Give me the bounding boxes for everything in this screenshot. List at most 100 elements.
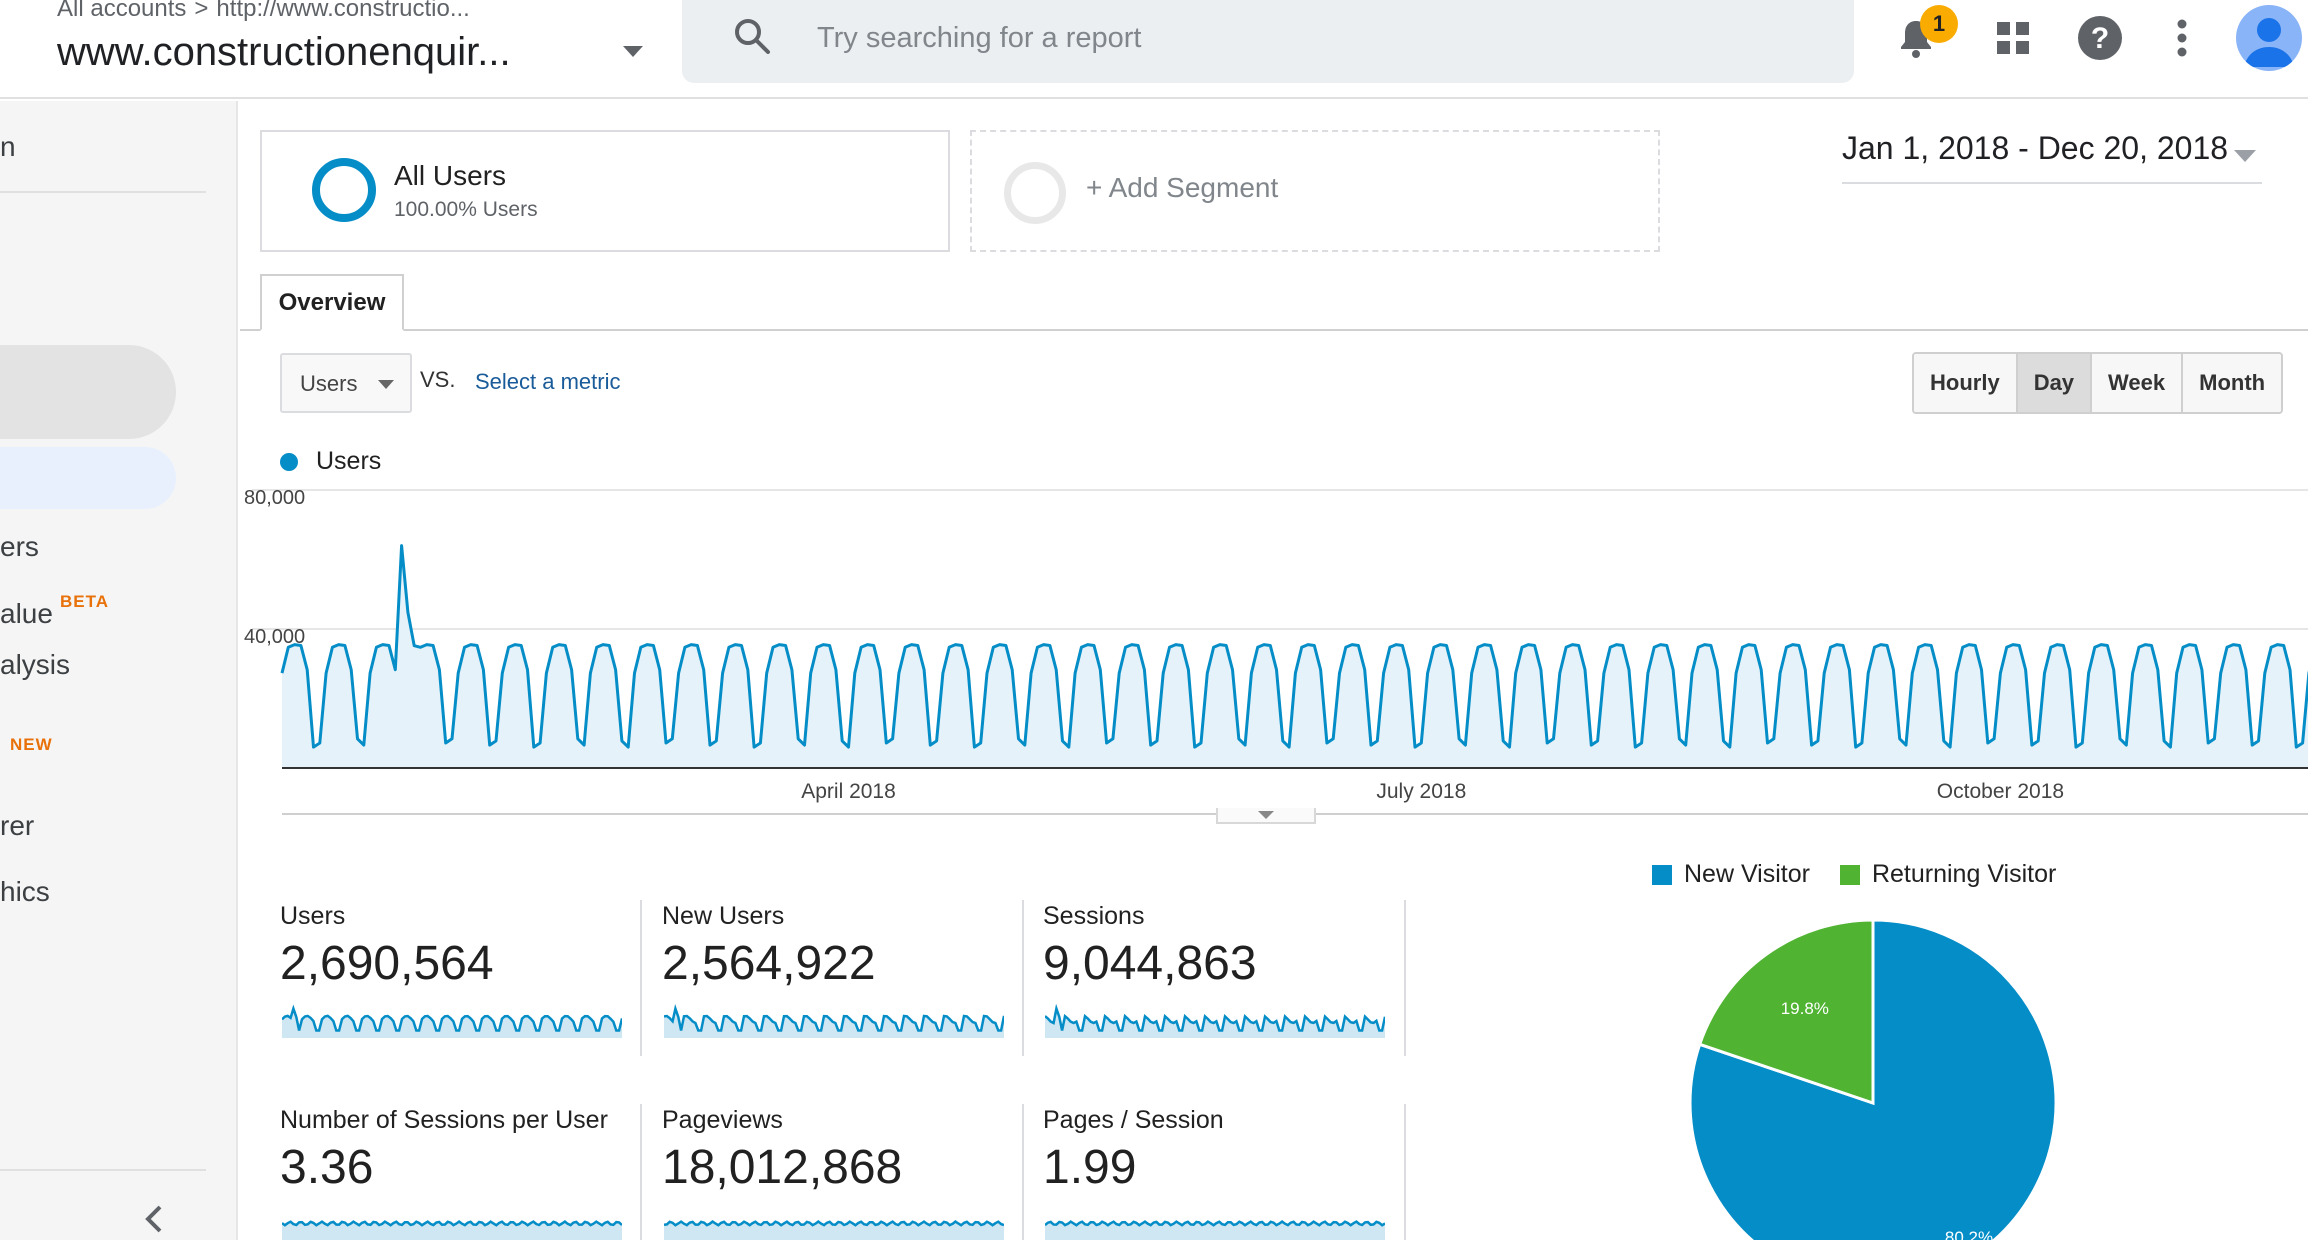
granularity-week-button[interactable]: Week: [2092, 354, 2184, 412]
chevron-down-icon: [2234, 150, 2256, 162]
users-area-fill: [282, 545, 2308, 768]
scorecard-divider: [1022, 1104, 1024, 1240]
scorecard-users[interactable]: Users 2,690,564: [280, 902, 640, 1092]
top-header: All accounts > http://www.constructio... w…: [0, 0, 2308, 99]
sidebar-item[interactable]: ers: [0, 531, 39, 562]
x-tick-label: October 2018: [1937, 780, 2064, 803]
date-range-picker[interactable]: Jan 1, 2018 - Dec 20, 2018: [1842, 130, 2262, 184]
segment-ring-icon: [312, 158, 376, 222]
scorecard-label: Pages / Session: [1043, 1106, 1224, 1134]
pie-legend-label: New Visitor: [1684, 860, 1810, 888]
pie-slice-returning-visitor[interactable]: [1697, 920, 1875, 1106]
sidebar-item[interactable]: hics: [0, 876, 50, 907]
legend-series-name: Users: [316, 447, 382, 475]
avatar[interactable]: [2236, 5, 2302, 71]
property-name[interactable]: www.constructionenquir...: [57, 30, 511, 74]
granularity-day-button[interactable]: Day: [2017, 354, 2093, 412]
metric-dropdown-value: Users: [300, 371, 358, 396]
sidebar-divider: [0, 1169, 206, 1171]
granularity-toggle: Hourly Day Week Month: [1912, 352, 2284, 414]
date-range-label: Jan 1, 2018 - Dec 20, 2018: [1842, 130, 2229, 166]
sidebar-item-active[interactable]: [0, 447, 176, 509]
sparkline-line: [1045, 1220, 1385, 1227]
scorecard-sessions-per-user[interactable]: Number of Sessions per User 3.36: [280, 1106, 640, 1240]
segment-subtitle: 100.00% Users: [394, 198, 538, 221]
breadcrumb-separator: >: [194, 0, 209, 22]
visitor-type-pie-chart[interactable]: 80.2% 19.8%: [1680, 920, 2080, 1240]
scorecard-label: Sessions: [1043, 902, 1145, 930]
add-segment-button[interactable]: + Add Segment: [970, 130, 1660, 252]
sidebar-item-selected[interactable]: [0, 345, 176, 439]
new-badge: NEW: [10, 735, 53, 754]
search-icon[interactable]: [732, 16, 772, 56]
pie-legend-label: Returning Visitor: [1871, 860, 2057, 888]
more-options-button[interactable]: [2154, 10, 2210, 66]
scorecard-label: Number of Sessions per User: [280, 1106, 608, 1134]
scorecard-value: 1.99: [1043, 1141, 1137, 1194]
segment-all-users[interactable]: All Users 100.00% Users: [260, 130, 950, 252]
y-tick-label: 80,000: [244, 487, 305, 509]
granularity-hourly-button[interactable]: Hourly: [1914, 354, 2018, 412]
segment-placeholder-icon: [1004, 162, 1066, 224]
notification-badge[interactable]: 1: [1920, 5, 1958, 43]
scorecard-value: 2,690,564: [280, 937, 494, 990]
metric-dropdown[interactable]: Users: [280, 353, 412, 413]
scorecard-sessions[interactable]: Sessions 9,044,863: [1043, 902, 1403, 1092]
search-bar[interactable]: [682, 0, 1854, 83]
granularity-month-button[interactable]: Month: [2183, 354, 2282, 412]
help-button[interactable]: ?: [2072, 10, 2128, 66]
chevron-down-icon[interactable]: [623, 46, 643, 57]
sparkline: [1045, 1220, 1385, 1240]
select-metric-link[interactable]: Select a metric: [475, 369, 621, 394]
segment-name: All Users: [394, 160, 507, 191]
sidebar: n ers alue BETA alysis NEW rer hics: [0, 101, 238, 1240]
breadcrumb-accounts[interactable]: All accounts: [57, 0, 187, 22]
sidebar-item[interactable]: n: [0, 131, 16, 162]
scorecard-pages-per-session[interactable]: Pages / Session 1.99: [1043, 1106, 1403, 1240]
sparkline-line: [664, 1220, 1004, 1227]
pie-legend-new-visitor[interactable]: New Visitor: [1652, 860, 1810, 889]
vs-label: VS.: [420, 367, 456, 392]
sidebar-item[interactable]: alue: [0, 598, 53, 629]
apps-button[interactable]: [1985, 10, 2041, 66]
sidebar-item[interactable]: alysis: [0, 649, 71, 680]
scorecard-new-users[interactable]: New Users 2,564,922: [662, 902, 1022, 1092]
legend-swatch-icon: [1652, 864, 1672, 885]
breadcrumb[interactable]: All accounts > http://www.constructio...: [57, 0, 470, 21]
scorecard-divider: [640, 1104, 642, 1240]
chart-expand-handle[interactable]: [1216, 808, 1316, 824]
scorecard-divider: [1404, 900, 1406, 1056]
sparkline: [1045, 1003, 1385, 1038]
sparkline-fill: [282, 1221, 622, 1240]
scorecard-divider: [1404, 1104, 1406, 1240]
scorecard-label: Pageviews: [662, 1106, 783, 1134]
chart-legend: Users: [280, 447, 381, 476]
beta-badge: BETA: [60, 592, 110, 611]
y-tick-label: 40,000: [244, 626, 305, 648]
sparkline-line: [664, 1003, 1004, 1032]
scorecard-value: 9,044,863: [1043, 937, 1257, 990]
sparkline: [664, 1003, 1004, 1038]
tab-overview[interactable]: Overview: [260, 274, 404, 331]
caret-down-icon: [1258, 811, 1274, 819]
scorecard-label: Users: [280, 902, 346, 930]
users-line-chart[interactable]: 80,000 40,000 April 2018 July 2018 October 2…: [240, 478, 2308, 828]
sidebar-item[interactable]: rer: [0, 810, 35, 841]
scorecard-value: 18,012,868: [662, 1141, 903, 1194]
more-vert-icon: [2177, 19, 2187, 57]
pie-legend: New Visitor Returning Visitor: [1652, 860, 2086, 889]
pie-legend-returning-visitor[interactable]: Returning Visitor: [1839, 860, 2057, 889]
users-series-line[interactable]: [280, 544, 2308, 749]
pie-slice-label: 80.2%: [1945, 1228, 1993, 1240]
search-input[interactable]: [817, 18, 1717, 58]
breadcrumb-url[interactable]: http://www.constructio...: [216, 0, 470, 22]
legend-swatch-icon: [1839, 864, 1860, 885]
scorecard-divider: [640, 900, 642, 1056]
chevron-left-icon[interactable]: [138, 1199, 168, 1239]
tab-bar-border: [240, 329, 2308, 331]
sidebar-divider: [0, 191, 206, 193]
scorecard-pageviews[interactable]: Pageviews 18,012,868: [662, 1106, 1022, 1240]
sparkline: [282, 1220, 622, 1240]
legend-dot-icon: [280, 452, 298, 471]
x-tick-label: July 2018: [1376, 780, 1466, 803]
